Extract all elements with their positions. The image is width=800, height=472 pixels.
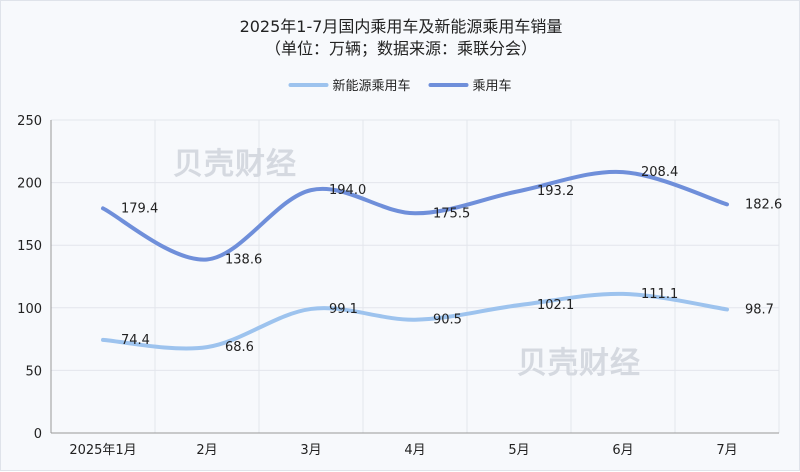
legend-item: 乘用车 — [428, 78, 512, 94]
y-tick-label: 0 — [34, 427, 42, 442]
legend-label: 新能源乘用车 — [333, 78, 411, 94]
data-label: 193.2 — [537, 184, 574, 199]
y-tick-label: 200 — [17, 177, 42, 192]
data-label: 98.7 — [745, 302, 774, 317]
y-tick-label: 250 — [17, 114, 42, 129]
legend-label: 乘用车 — [473, 78, 512, 94]
x-tick-label: 7月 — [716, 443, 737, 458]
data-label: 68.6 — [225, 340, 254, 355]
y-tick-label: 100 — [17, 302, 42, 317]
x-tick-label: 3月 — [300, 443, 321, 458]
watermark-text: 贝壳财经 — [517, 346, 641, 381]
data-label: 175.5 — [433, 206, 470, 221]
data-label: 182.6 — [745, 197, 782, 212]
watermark-text: 贝壳财经 — [173, 147, 297, 182]
legend-item: 新能源乘用车 — [288, 78, 411, 94]
data-label: 194.0 — [329, 183, 366, 198]
data-label: 90.5 — [433, 313, 462, 328]
x-tick-label: 6月 — [612, 443, 633, 458]
axes: 0 50 100 150 200 250 2025年1月 2月 3月 4月 5月 6月 7月 — [17, 114, 779, 458]
data-label: 138.6 — [225, 252, 262, 267]
x-tick-label: 5月 — [508, 443, 529, 458]
data-labels: 74.4 68.6 99.1 90.5 102.1 111.1 98.7 179.4 138.6… — [121, 165, 782, 355]
y-tick-label: 150 — [17, 239, 42, 254]
data-label: 102.1 — [537, 298, 574, 313]
series-line-1 — [101, 169, 729, 262]
chart-title: 2025年1-7月国内乘用车及新能源乘用车销量 — [240, 17, 563, 36]
series-line-0 — [101, 291, 729, 351]
data-label: 208.4 — [641, 165, 678, 180]
data-label: 111.1 — [641, 287, 678, 302]
x-tick-label: 4月 — [404, 443, 425, 458]
data-label: 179.4 — [121, 201, 158, 216]
legend: 新能源乘用车 乘用车 — [288, 78, 512, 94]
x-tick-label: 2月 — [196, 443, 217, 458]
x-tick-label: 2025年1月 — [69, 443, 136, 458]
data-label: 99.1 — [329, 302, 358, 317]
y-tick-label: 50 — [25, 364, 42, 379]
chart-subtitle: （单位：万辆；数据来源：乘联分会） — [265, 39, 537, 58]
series-layer — [101, 169, 729, 351]
data-label: 74.4 — [121, 333, 150, 348]
